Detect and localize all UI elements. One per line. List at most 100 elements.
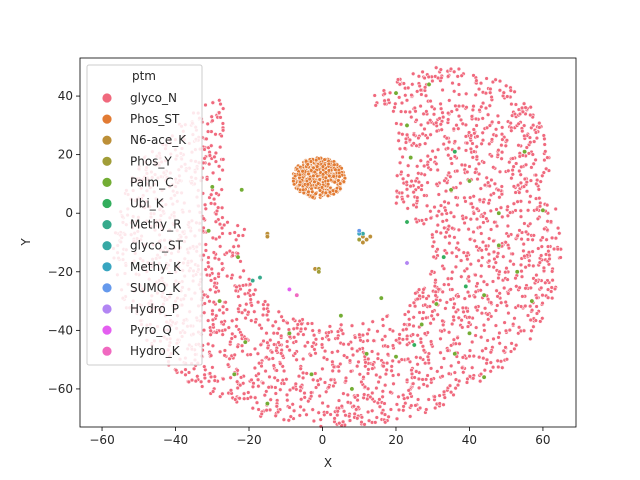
point-glyco_N-2118 [452, 139, 458, 144]
point-glyco_N-1632 [503, 345, 508, 350]
point-glyco_N-1834 [443, 188, 449, 194]
point-glyco_N-763 [420, 69, 425, 75]
point-glyco_N-1395 [535, 177, 540, 183]
point-glyco_N-481 [528, 194, 533, 199]
point-glyco_N-738 [487, 183, 492, 189]
point-Palm_C-2932 [349, 386, 355, 392]
point-glyco_N-1725 [542, 226, 547, 232]
point-glyco_N-1139 [436, 209, 441, 214]
point-glyco_N-11 [484, 361, 489, 366]
point-glyco_N-2345 [341, 409, 347, 414]
point-glyco_N-1937 [506, 168, 511, 173]
point-glyco_N-656 [412, 375, 417, 380]
point-N6-ace_K-2904 [360, 240, 366, 245]
point-glyco_N-1364 [206, 255, 211, 260]
point-glyco_N-2263 [497, 78, 503, 84]
point-glyco_N-1099 [202, 372, 207, 377]
point-glyco_N-1777 [478, 274, 484, 279]
point-glyco_N-1449 [434, 229, 439, 234]
point-glyco_N-2252 [465, 324, 471, 329]
point-glyco_N-1652 [337, 421, 342, 426]
point-glyco_N-202 [349, 323, 355, 328]
point-glyco_N-1310 [236, 294, 241, 299]
point-glyco_N-2279 [265, 345, 270, 351]
legend-marker-Hydro_P [101, 303, 113, 315]
point-glyco_N-1376 [479, 248, 484, 253]
point-glyco_N-2065 [203, 248, 209, 253]
point-glyco_N-2130 [460, 355, 466, 360]
point-glyco_N-1272 [473, 289, 478, 294]
point-glyco_N-1345 [539, 244, 544, 249]
point-glyco_N-934 [421, 348, 427, 353]
point-glyco_N-116 [375, 329, 380, 334]
point-glyco_N-210 [541, 133, 546, 138]
legend-item-Ubi_K: Ubi_K [101, 197, 165, 211]
y-tick-label-5: 40 [58, 89, 73, 103]
point-glyco_N-1938 [228, 388, 234, 393]
legend-marker-glyco_ST [101, 240, 113, 252]
x-tick-label-5: 40 [462, 433, 477, 447]
point-glyco_N-2220 [528, 221, 533, 226]
point-glyco_N-1298 [538, 179, 543, 184]
point-glyco_N-2170 [531, 161, 536, 166]
point-glyco_N-301 [490, 365, 496, 370]
point-glyco_N-1576 [391, 109, 396, 114]
point-glyco_N-1787 [454, 107, 460, 112]
point-glyco_N-3 [444, 300, 449, 305]
point-glyco_N-780 [401, 81, 406, 86]
point-glyco_N-1975 [523, 229, 529, 235]
point-glyco_N-1019 [264, 408, 269, 413]
legend-item-Hydro_P: Hydro_P [101, 302, 179, 316]
point-glyco_N-1944 [455, 240, 460, 246]
point-glyco_N-2190 [416, 376, 422, 382]
point-glyco_N-1594 [543, 149, 548, 154]
point-glyco_N-1334 [550, 269, 555, 274]
point-glyco_N-2407 [302, 390, 307, 396]
point-glyco_N-1157 [441, 389, 447, 394]
point-Phos_ST-2842 [315, 164, 320, 169]
point-glyco_N-827 [434, 65, 439, 70]
point-glyco_N-2030 [418, 355, 423, 360]
point-Phos_ST-2869 [318, 192, 323, 198]
point-glyco_N-622 [555, 225, 561, 231]
point-glyco_N-1660 [179, 370, 184, 375]
point-glyco_N-369 [402, 396, 407, 401]
point-glyco_N-451 [531, 123, 536, 128]
point-glyco_N-391 [397, 95, 402, 100]
point-glyco_N-966 [501, 90, 506, 95]
point-glyco_N-1360 [377, 375, 383, 380]
point-glyco_N-124 [255, 300, 261, 305]
point-Phos_ST-2812 [306, 189, 311, 194]
point-glyco_N-587 [311, 377, 316, 382]
point-glyco_N-2275 [219, 261, 225, 266]
point-glyco_N-1117 [498, 359, 504, 364]
point-glyco_N-1394 [225, 362, 231, 367]
point-glyco_N-1552 [450, 226, 455, 231]
point-glyco_N-1352 [242, 227, 247, 232]
point-glyco_N-1038 [483, 346, 488, 351]
legend-label-glyco_ST: glyco_ST [130, 239, 184, 253]
point-glyco_N-2421 [239, 343, 245, 348]
point-glyco_N-1848 [475, 134, 480, 139]
point-glyco_N-2142 [480, 214, 486, 219]
point-glyco_N-1956 [528, 336, 533, 342]
point-glyco_N-1429 [370, 366, 375, 371]
point-glyco_N-1513 [464, 266, 470, 271]
point-Phos_ST-2805 [317, 188, 323, 193]
point-glyco_N-1971 [317, 393, 322, 399]
point-glyco_N-1692 [422, 331, 428, 336]
point-glyco_N-2006 [474, 154, 480, 159]
point-glyco_N-1790 [433, 289, 438, 295]
point-glyco_N-2328 [246, 310, 251, 315]
point-glyco_N-479 [222, 327, 228, 333]
point-glyco_N-1002 [488, 360, 493, 365]
point-glyco_N-1539 [510, 156, 515, 161]
point-glyco_N-951 [533, 130, 539, 135]
point-glyco_N-2260 [510, 251, 515, 257]
x-tick-label-3: 0 [319, 433, 327, 447]
point-glyco_N-2313 [368, 394, 373, 400]
point-Methy_R-2951 [250, 278, 256, 284]
point-glyco_N-395 [511, 262, 516, 267]
point-glyco_N-1550 [235, 368, 240, 373]
point-glyco_N-1065 [272, 375, 277, 380]
